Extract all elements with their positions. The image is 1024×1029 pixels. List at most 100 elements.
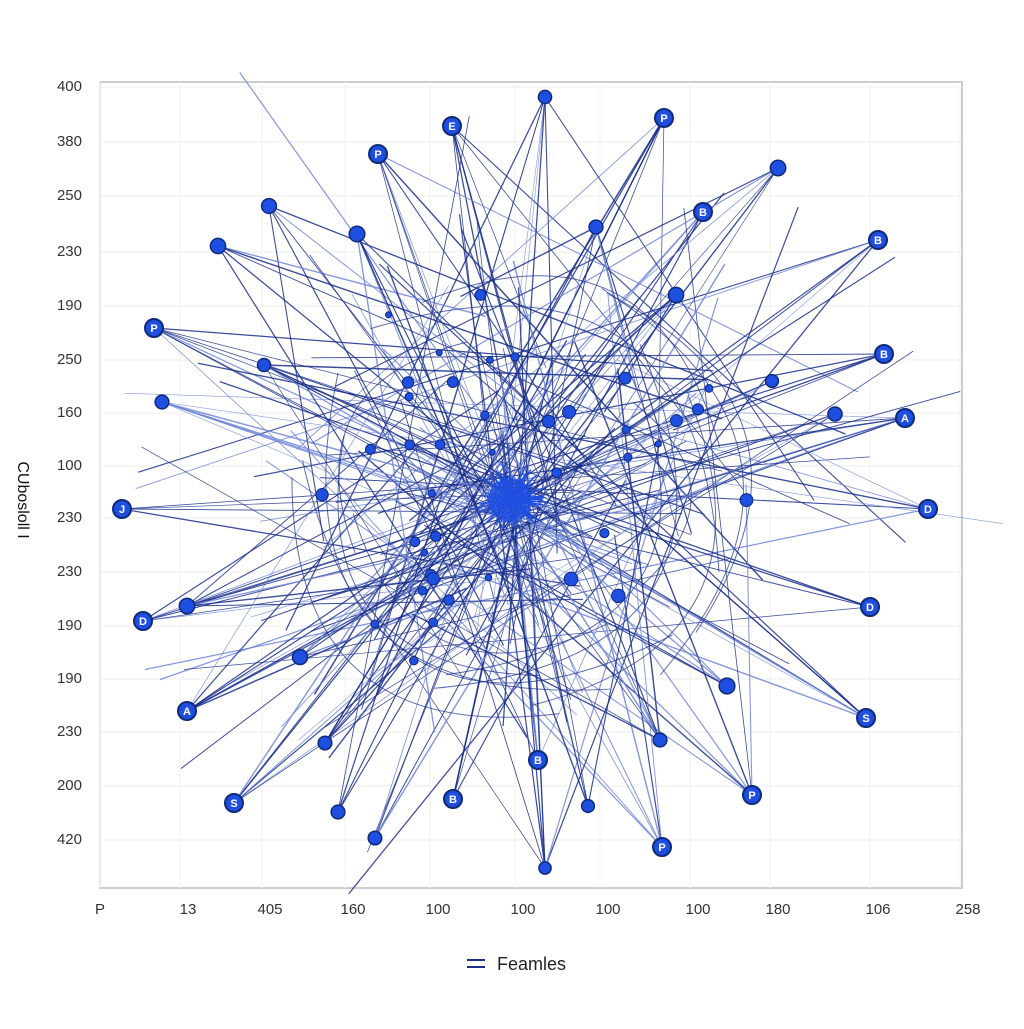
y-tick-label: 160 <box>57 404 82 421</box>
node <box>624 453 632 461</box>
node <box>371 620 379 628</box>
y-axis-label: CUbosloll I <box>14 461 31 538</box>
node <box>539 862 551 874</box>
node <box>318 736 332 750</box>
node <box>385 312 391 318</box>
node <box>719 678 735 694</box>
node <box>436 350 442 356</box>
x-tick-label: 100 <box>595 901 620 918</box>
node-label: S <box>862 713 869 725</box>
x-tick-label: 160 <box>340 901 365 918</box>
y-tick-label: 230 <box>57 243 82 260</box>
node <box>431 531 441 541</box>
x-tick-label: 106 <box>865 901 890 918</box>
node <box>668 287 683 302</box>
node-label: P <box>660 113 667 125</box>
y-tick-label: 400 <box>57 78 82 95</box>
node <box>655 441 661 447</box>
node <box>486 357 493 364</box>
node <box>770 160 785 175</box>
node <box>444 595 454 605</box>
y-tick-label: 190 <box>57 670 82 687</box>
y-tick-label: 230 <box>57 723 82 740</box>
node <box>475 290 486 301</box>
x-tick-label: 100 <box>510 901 535 918</box>
node <box>489 449 495 455</box>
y-tick-label: 200 <box>57 777 82 794</box>
y-tick-label: 190 <box>57 297 82 314</box>
node <box>670 415 682 427</box>
node <box>331 805 345 819</box>
node <box>766 375 779 388</box>
node <box>542 415 555 428</box>
node <box>589 220 603 234</box>
node <box>582 800 595 813</box>
node <box>481 411 490 420</box>
node <box>740 494 753 507</box>
node <box>418 586 426 594</box>
node <box>292 649 307 664</box>
y-tick-label: 230 <box>57 563 82 580</box>
node <box>511 353 519 361</box>
node-label: D <box>866 602 874 614</box>
node-label: P <box>658 842 665 854</box>
node <box>368 831 382 845</box>
node <box>828 407 842 421</box>
node <box>349 226 365 242</box>
node-label: A <box>183 706 191 718</box>
y-tick-label: 380 <box>57 133 82 150</box>
node <box>427 573 439 585</box>
hub <box>488 478 532 522</box>
node <box>564 572 578 586</box>
node <box>563 405 576 418</box>
node-label: B <box>699 207 707 219</box>
node <box>410 537 420 547</box>
y-tick-label: 420 <box>57 831 82 848</box>
node-label: D <box>924 504 932 516</box>
node <box>402 377 413 388</box>
x-tick-label: 13 <box>180 901 197 918</box>
node-label: S <box>230 798 237 810</box>
x-tick-label: 180 <box>765 901 790 918</box>
node <box>538 90 551 103</box>
node <box>179 598 194 613</box>
node-label: E <box>448 121 455 133</box>
node <box>485 574 492 581</box>
node-label: B <box>874 235 882 247</box>
y-tick-label: 190 <box>57 617 82 634</box>
node <box>262 199 277 214</box>
y-tick-label: 250 <box>57 187 82 204</box>
node <box>405 393 413 401</box>
y-tick-label: 250 <box>57 351 82 368</box>
node <box>428 490 435 497</box>
node <box>447 377 458 388</box>
node-label: B <box>534 755 542 767</box>
y-tick-label: 230 <box>57 509 82 526</box>
node-label: A <box>901 413 909 425</box>
node <box>692 404 703 415</box>
node <box>429 618 438 627</box>
node-label: P <box>374 149 381 161</box>
x-tick-label: 100 <box>425 901 450 918</box>
x-tick-label: 100 <box>685 901 710 918</box>
node <box>410 656 419 665</box>
legend-label: Feamles <box>497 954 566 974</box>
node-label: D <box>139 616 147 628</box>
node <box>622 426 630 434</box>
node <box>257 358 270 371</box>
node <box>600 528 609 537</box>
x-tick-label: 258 <box>955 901 980 918</box>
node <box>435 440 445 450</box>
node <box>653 733 667 747</box>
y-tick-label: 100 <box>57 457 82 474</box>
node-label: P <box>150 323 157 335</box>
node <box>705 384 713 392</box>
node <box>619 372 631 384</box>
node <box>552 468 562 478</box>
x-tick-label: P <box>95 901 105 918</box>
node <box>210 238 225 253</box>
node <box>612 589 625 602</box>
x-tick-label: 405 <box>257 901 282 918</box>
node-label: J <box>119 504 125 516</box>
